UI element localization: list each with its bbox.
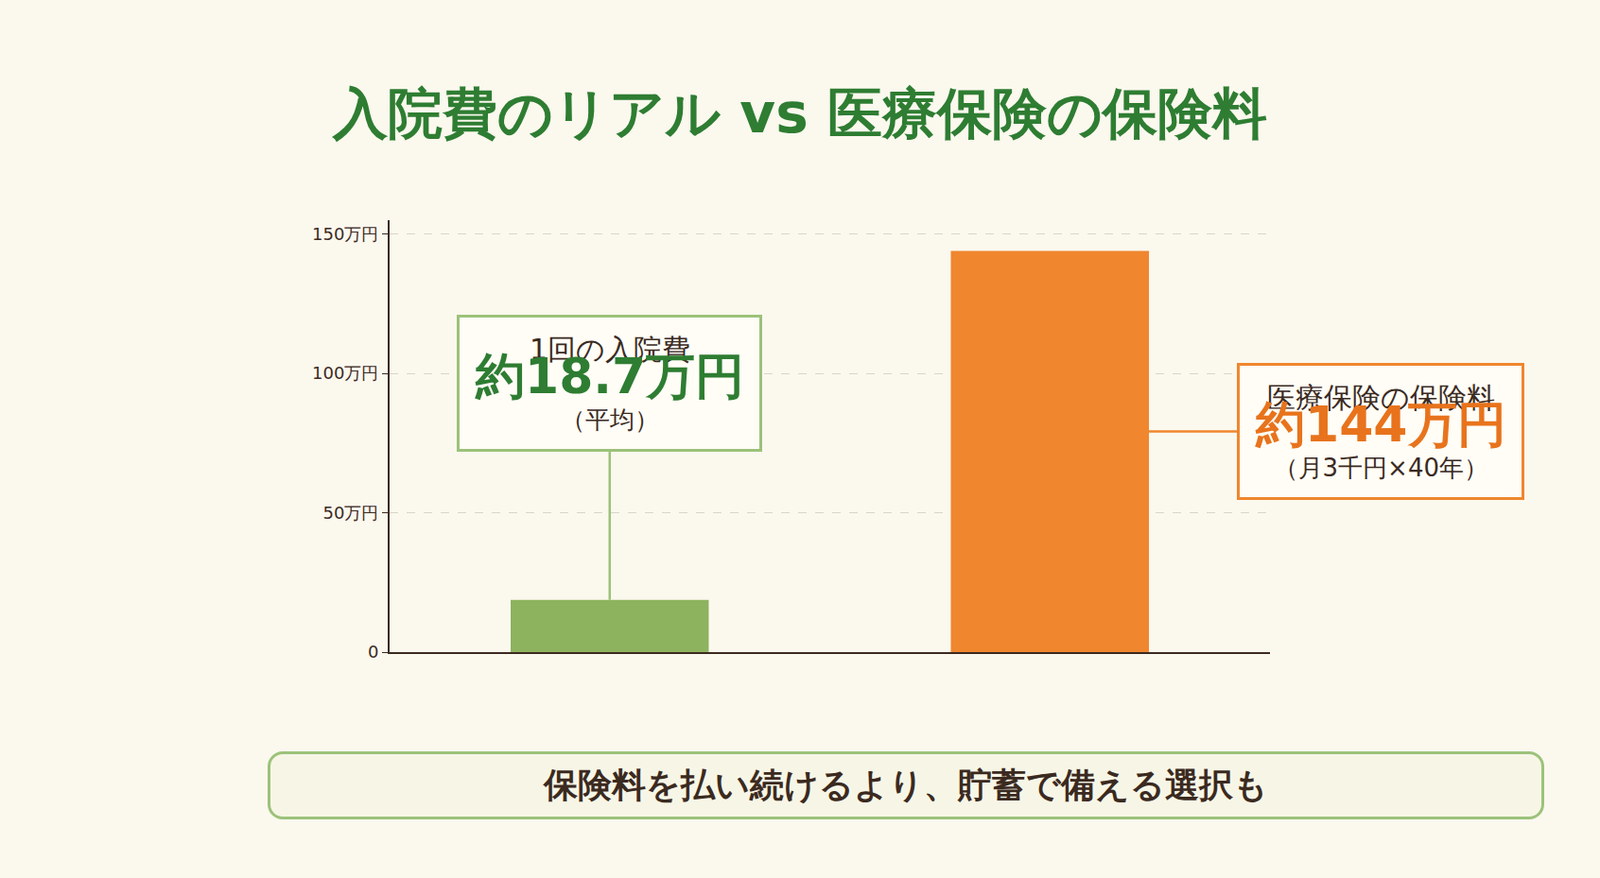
- svg-text:150万円: 150万円: [312, 224, 379, 244]
- html-text:保険料を払い続けるより、貯蓄で備える選択も: 保険料を払い続けるより、貯蓄で備える選択も: [543, 765, 1269, 805]
- svg-text:1回の入院費約18.7万円（平均）: 1回の入院費約18.7万円（平均）: [474, 332, 745, 435]
- svg-text:100万円: 100万円: [312, 363, 379, 383]
- svg-text:0: 0: [367, 642, 379, 662]
- svg-text:入院費のリアル vs 医療保険の保険料: 入院費のリアル vs 医療保険の保険料: [330, 81, 1268, 146]
- svg-text:医療保険の保険料約144万円（月3千円×40年）: 医療保険の保険料約144万円（月3千円×40年）: [1254, 381, 1507, 483]
- svg-text:50万円: 50万円: [322, 503, 379, 523]
